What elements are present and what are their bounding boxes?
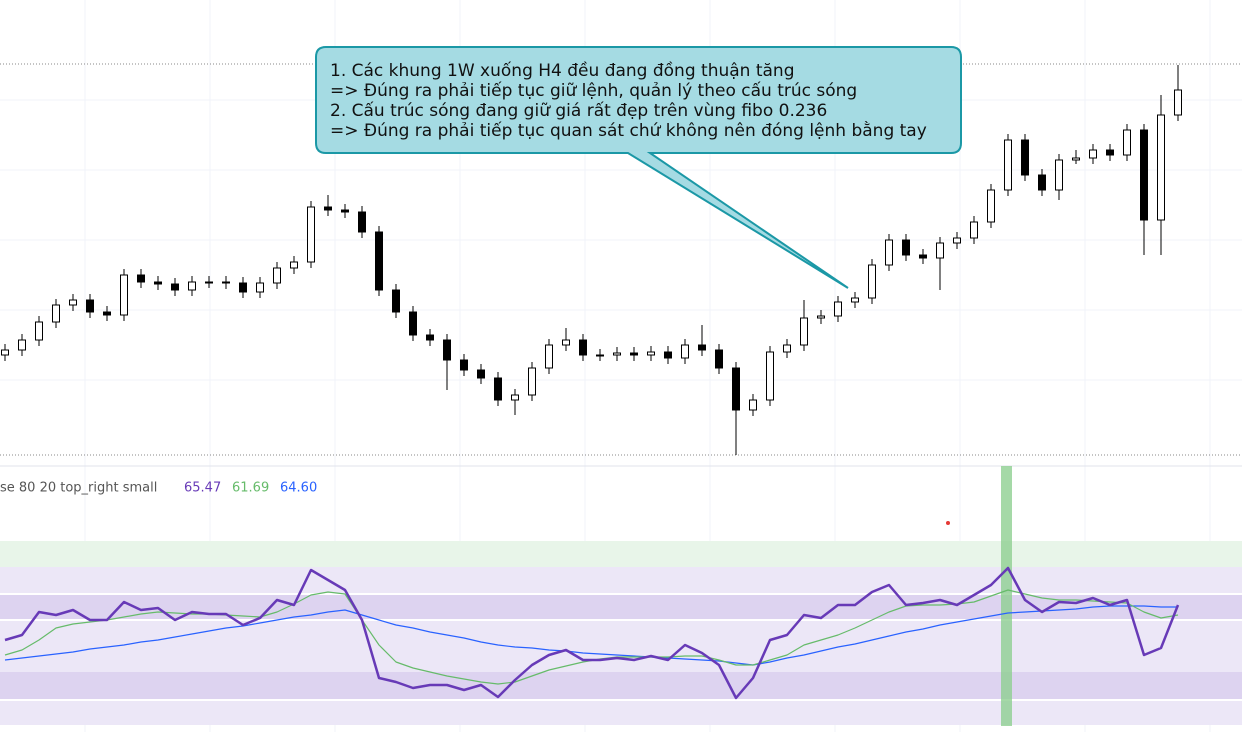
candle-body [596,354,604,357]
candle-body [579,339,587,356]
indicator-value: 64.60 [280,481,317,496]
candle-body [222,281,230,284]
candle-body [613,352,621,356]
candle-body [817,315,825,319]
candle-body [749,399,757,411]
candle-body [902,239,910,256]
indicator-line [4,605,1178,666]
candle-body [460,359,468,371]
candle-body [1157,114,1165,221]
annotation-line: => Đúng ra phải tiếp tục quan sát chứ kh… [330,120,927,141]
candle-body [103,311,111,316]
candle-body [715,349,723,369]
candle-body [1123,129,1131,156]
candle-body [783,344,791,353]
candle-body [732,367,740,411]
candle-body [35,321,43,341]
candle-body [154,281,162,285]
candle-body [800,317,808,346]
candle-body [834,301,842,317]
candle-body [409,311,417,336]
candles [1,65,1182,455]
candle-body [477,369,485,379]
candle-body [630,352,638,356]
candle-body [1004,139,1012,191]
candle-body [52,304,60,323]
annotation-line: 2. Cấu trúc sóng đang giữ giá rất đẹp tr… [330,100,827,121]
candle-body [1055,159,1063,191]
candle-body [970,221,978,239]
candle-body [664,351,672,359]
candle-body [511,394,519,401]
indicator-value: 61.69 [232,481,269,496]
candle-body [1,349,9,356]
candle-body [273,267,281,284]
candle-body [205,281,213,284]
candle-body [86,299,94,313]
candle-body [358,211,366,233]
indicator-line [4,566,1180,700]
rsi-zone [0,672,1242,700]
candle-body [69,299,77,306]
candle-body [188,281,196,291]
candle-body [239,282,247,293]
callout: 1. Các khung 1W xuống H4 đều đang đồng t… [315,46,962,289]
candle-body [987,189,995,223]
candle-body [1072,157,1080,161]
candle-body [1106,149,1114,156]
candle-body [137,274,145,283]
annotation-line: => Đúng ra phải tiếp tục giữ lệnh, quản … [330,80,857,101]
candle-body [18,339,26,351]
candle-body [953,237,961,244]
candle-body [290,261,298,269]
candle-body [545,344,553,369]
candle-body [698,344,706,351]
candle-body [307,206,315,263]
candle-body [375,231,383,291]
candle-body [868,264,876,299]
candle-body [120,274,128,316]
candle-body [885,239,893,266]
candle-body [443,339,451,361]
candle-body [426,334,434,341]
candle-body [392,289,400,313]
upper-band [0,541,1242,567]
rsi-zone [0,594,1242,620]
candle-body [494,377,502,401]
candle-body [1174,89,1182,116]
rsi-band [0,567,1242,725]
candle-body [647,351,655,356]
candle-body [1038,174,1046,191]
candle-body [528,367,536,396]
candle-body [256,282,264,293]
annotation-line: 1. Các khung 1W xuống H4 đều đang đồng t… [330,60,795,81]
candle-body [1089,149,1097,159]
indicator-value: 65.47 [184,481,221,496]
candle-body [851,297,859,303]
indicator-title: se 80 20 top_right small [0,481,157,496]
candle-body [1021,139,1029,176]
candle-body [562,339,570,346]
candle-body [1140,129,1148,221]
candle-body [766,351,774,401]
signal-dot [946,521,950,525]
candle-body [681,344,689,359]
candle-body [341,209,349,213]
highlight [1001,466,1012,726]
candle-body [936,242,944,259]
candle-body [324,206,332,211]
candle-body [919,254,927,259]
indicator [4,566,1180,700]
candle-body [171,283,179,291]
